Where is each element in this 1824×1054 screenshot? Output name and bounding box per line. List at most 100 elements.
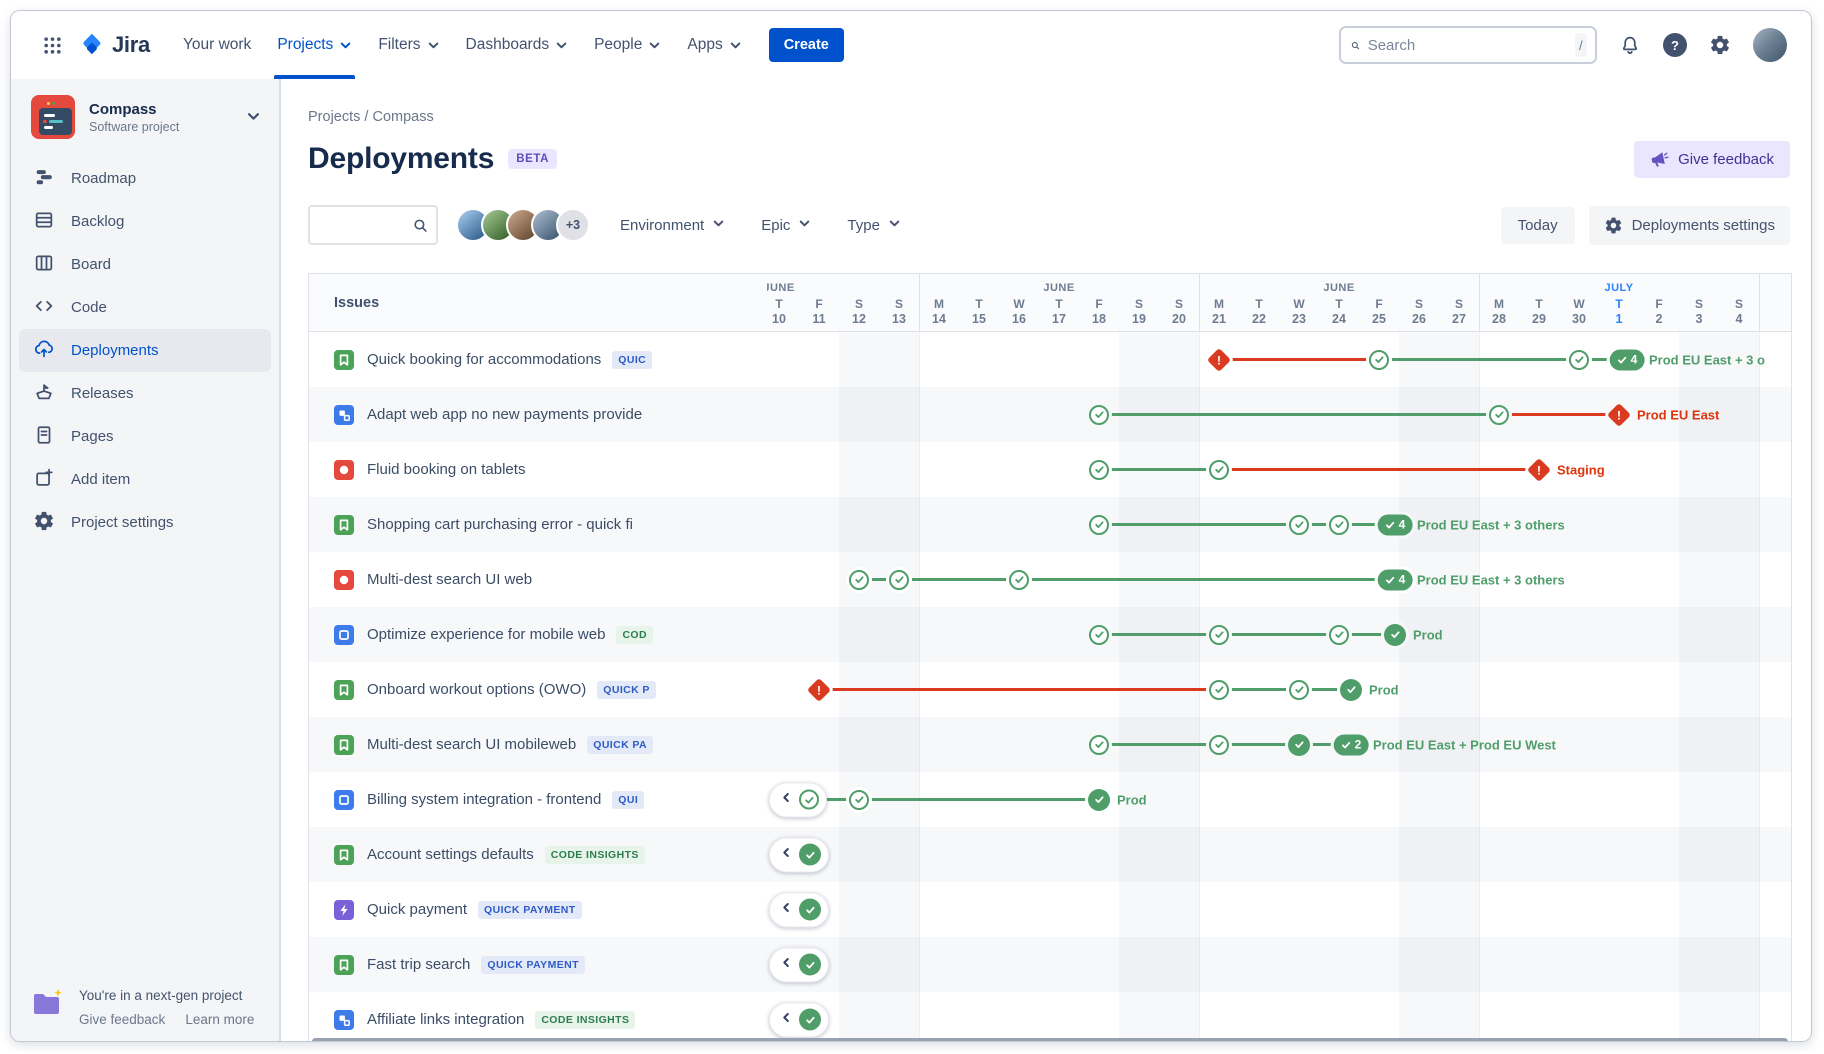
- deployment-success-marker[interactable]: [889, 570, 909, 590]
- deployment-success-marker[interactable]: [1329, 515, 1349, 535]
- help-icon[interactable]: ?: [1663, 33, 1687, 57]
- sidebar-give-feedback-link[interactable]: Give feedback: [79, 1012, 165, 1027]
- sidebar-item-deployments[interactable]: Deployments: [19, 329, 271, 372]
- day-number: 10: [767, 312, 799, 326]
- deployment-success-marker[interactable]: [1089, 625, 1109, 645]
- app-switcher-icon[interactable]: [35, 28, 69, 62]
- deployments-settings-button[interactable]: Deployments settings: [1589, 206, 1790, 245]
- deployment-final-marker[interactable]: [799, 954, 821, 976]
- project-switcher[interactable]: Compass Software project: [31, 95, 265, 139]
- deployment-final-marker[interactable]: [799, 899, 821, 921]
- deployment-success-marker[interactable]: [849, 790, 869, 810]
- today-button[interactable]: Today: [1501, 207, 1575, 244]
- sidebar-item-label: Pages: [71, 428, 114, 445]
- nav-item-apps[interactable]: Apps: [674, 11, 754, 79]
- deployment-final-marker[interactable]: [1088, 789, 1110, 811]
- nav-item-projects[interactable]: Projects: [264, 11, 365, 79]
- deployment-count-badge[interactable]: 4: [1610, 349, 1645, 370]
- issues-filter-search[interactable]: [308, 205, 438, 245]
- global-search[interactable]: /: [1339, 26, 1597, 64]
- deployment-success-marker[interactable]: [849, 570, 869, 590]
- issue-row[interactable]: Quick paymentQUICK PAYMENT: [309, 882, 767, 937]
- deployment-final-marker[interactable]: [1340, 679, 1362, 701]
- issue-row[interactable]: Onboard workout options (OWO)QUICK P: [309, 662, 767, 717]
- settings-gear-icon[interactable]: [1707, 32, 1733, 58]
- horizontal-scrollbar[interactable]: [312, 1038, 1788, 1042]
- sidebar-item-pages[interactable]: Pages: [19, 415, 271, 458]
- nav-item-filters[interactable]: Filters: [365, 11, 452, 79]
- issue-row[interactable]: Affiliate links integrationCODE INSIGHTS: [309, 992, 767, 1042]
- issue-row[interactable]: Multi-dest search UI web: [309, 552, 767, 607]
- issue-row[interactable]: Quick booking for accommodationsQUIC: [309, 332, 767, 387]
- deployment-success-marker[interactable]: [1209, 460, 1229, 480]
- issue-row[interactable]: Account settings defaultsCODE INSIGHTS: [309, 827, 767, 882]
- filter-dropdown-type[interactable]: Type: [847, 217, 901, 234]
- deployment-success-marker[interactable]: [1089, 735, 1109, 755]
- filter-dropdown-epic[interactable]: Epic: [761, 217, 811, 234]
- deployment-success-marker[interactable]: [1089, 460, 1109, 480]
- user-avatar[interactable]: [1753, 28, 1787, 62]
- deployment-success-marker[interactable]: [1209, 680, 1229, 700]
- environment-label: Prod: [1413, 627, 1443, 642]
- deployment-success-marker[interactable]: [1569, 350, 1589, 370]
- create-button[interactable]: Create: [769, 28, 844, 62]
- sidebar-item-board[interactable]: Board: [19, 243, 271, 286]
- deployment-segment: [1379, 358, 1627, 361]
- nav-item-your-work[interactable]: Your work: [170, 11, 264, 79]
- day-header: T22: [1239, 297, 1279, 326]
- deployment-success-marker[interactable]: [1089, 405, 1109, 425]
- collapsed-deployments-pill[interactable]: [769, 782, 827, 817]
- deployment-failed-marker[interactable]: !: [1607, 402, 1631, 426]
- issue-row[interactable]: Shopping cart purchasing error - quick f…: [309, 497, 767, 552]
- issue-row[interactable]: Billing system integration - frontendQUI: [309, 772, 767, 827]
- deployment-count-badge[interactable]: 4: [1378, 569, 1413, 590]
- deployment-success-marker[interactable]: [1289, 515, 1309, 535]
- nav-item-dashboards[interactable]: Dashboards: [453, 11, 582, 79]
- deployment-count-badge[interactable]: 4: [1378, 514, 1413, 535]
- deployment-failed-marker[interactable]: !: [1527, 457, 1551, 481]
- day-letter: W: [999, 297, 1039, 311]
- global-search-input[interactable]: [1368, 37, 1567, 54]
- deployment-success-marker[interactable]: [1289, 680, 1309, 700]
- filter-dropdown-environment[interactable]: Environment: [620, 217, 725, 234]
- collapsed-deployments-pill[interactable]: [769, 947, 829, 982]
- give-feedback-button[interactable]: Give feedback: [1634, 141, 1790, 178]
- sidebar-learn-more-link[interactable]: Learn more: [185, 1012, 254, 1027]
- issues-filter-search-input[interactable]: [318, 217, 413, 233]
- notifications-bell-icon[interactable]: [1617, 32, 1643, 58]
- sidebar-item-project-settings[interactable]: Project settings: [19, 501, 271, 544]
- sidebar-item-roadmap[interactable]: Roadmap: [19, 157, 271, 200]
- deployment-final-marker[interactable]: [799, 844, 821, 866]
- issue-row[interactable]: Fluid booking on tablets: [309, 442, 767, 497]
- sidebar-item-releases[interactable]: Releases: [19, 372, 271, 415]
- deployment-success-marker[interactable]: [1209, 735, 1229, 755]
- nav-item-people[interactable]: People: [581, 11, 674, 79]
- avatars-more-badge[interactable]: +3: [556, 208, 590, 242]
- deployment-final-marker[interactable]: [1288, 734, 1310, 756]
- issue-row[interactable]: Optimize experience for mobile webCOD: [309, 607, 767, 662]
- sidebar-item-code[interactable]: Code: [19, 286, 271, 329]
- breadcrumb-compass-link[interactable]: Compass: [372, 109, 433, 125]
- deployment-success-marker[interactable]: [1329, 625, 1349, 645]
- issue-row[interactable]: Adapt web app no new payments provide: [309, 387, 767, 442]
- collapsed-deployments-pill[interactable]: [769, 1002, 829, 1037]
- deployment-success-marker[interactable]: [1209, 625, 1229, 645]
- deployment-success-marker[interactable]: [1089, 515, 1109, 535]
- sidebar-item-backlog[interactable]: Backlog: [19, 200, 271, 243]
- deployment-success-marker[interactable]: [1369, 350, 1389, 370]
- sidebar-item-add-item[interactable]: Add item: [19, 458, 271, 501]
- deployment-success-marker[interactable]: [1009, 570, 1029, 590]
- issue-row[interactable]: Fast trip searchQUICK PAYMENT: [309, 937, 767, 992]
- deployment-final-marker[interactable]: [1384, 624, 1406, 646]
- breadcrumb-projects-link[interactable]: Projects: [308, 109, 360, 125]
- deployment-success-marker[interactable]: [1489, 405, 1509, 425]
- deployment-count-badge[interactable]: 2: [1334, 734, 1369, 755]
- deployment-success-marker[interactable]: [799, 790, 819, 810]
- deployment-final-marker[interactable]: [799, 1009, 821, 1031]
- collapsed-deployments-pill[interactable]: [769, 837, 829, 872]
- collapsed-deployments-pill[interactable]: [769, 892, 829, 927]
- deployment-failed-marker[interactable]: !: [1207, 347, 1231, 371]
- issue-row[interactable]: Multi-dest search UI mobilewebQUICK PA: [309, 717, 767, 772]
- jira-logo[interactable]: Jira: [79, 32, 150, 58]
- deployment-failed-marker[interactable]: !: [807, 677, 831, 701]
